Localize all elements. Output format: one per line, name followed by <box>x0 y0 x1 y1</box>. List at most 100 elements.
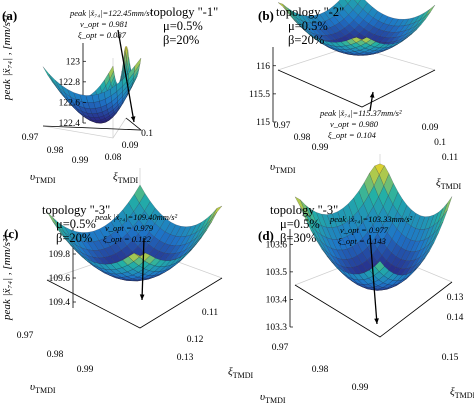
y-axis-label: ξTMDI <box>450 386 474 400</box>
x-tick-label: 0.99 <box>72 156 89 166</box>
x-axis-label: υTMDI <box>260 391 286 405</box>
floor-axes <box>294 281 453 338</box>
x-tick-label: 0.98 <box>47 350 64 360</box>
z-tick-label: 109.4 <box>49 298 71 308</box>
x-tick-label: 0.97 <box>22 133 39 143</box>
optimum-arrow <box>117 29 135 123</box>
panel-label: (c) <box>4 226 18 241</box>
y-axis-label: ξTMDI <box>113 171 138 185</box>
z-tick-label: 109.6 <box>49 274 71 284</box>
optimum-arrow <box>141 237 145 301</box>
z-tick-label: 103.6 <box>266 240 288 250</box>
y-tick-label: 0.09 <box>422 123 439 133</box>
x-tick-label: 0.99 <box>352 383 369 393</box>
surface-cell <box>48 73 60 88</box>
panel-label: (b) <box>258 8 274 23</box>
z-tick-label: 122.6 <box>59 98 81 108</box>
y-tick-label: 0.13 <box>177 353 194 363</box>
x-axis-label: υTMDI <box>270 161 296 175</box>
z-tick-label: 116 <box>256 62 270 72</box>
z-tick-label: 122.4 <box>59 119 81 129</box>
topology-label: topology "-3" <box>42 203 110 217</box>
surface-mesh <box>46 184 223 282</box>
panel-c: 109.8 109.6 109.4 0.97 0.98 0.99 0.11 0.12 0.13 υ… <box>1 168 253 395</box>
surface-cell <box>374 260 385 272</box>
surface-cell <box>442 196 453 217</box>
surface-mesh <box>42 45 142 124</box>
mu-label: μ=0.5% <box>288 19 328 33</box>
panel-label: (d) <box>258 228 274 243</box>
floor-axes <box>42 117 143 131</box>
optimum-peak-label: peak |ẍ₇₄|=115.37mm/s² <box>319 108 402 118</box>
y-tick-label: 0.14 <box>447 313 464 323</box>
x-tick-label: 0.99 <box>312 143 329 153</box>
optimum-xi-label: ξ_opt = 0.143 <box>338 236 386 246</box>
y-tick-label: 0.08 <box>105 153 122 163</box>
y-tick-label: 0.12 <box>187 335 204 345</box>
surface-cell <box>134 57 142 73</box>
optimum-arrow-head <box>130 116 136 122</box>
optimum-xi-label: ξ_opt = 0.104 <box>328 130 377 140</box>
mu-label: μ=0.5% <box>56 217 96 231</box>
beta-label: β=20% <box>56 231 92 245</box>
z-tick-label: 122.8 <box>59 78 81 88</box>
z-tick-label: 103.5 <box>266 268 288 278</box>
mu-label: μ=0.5% <box>163 19 203 33</box>
x-axis-label: υTMDI <box>30 381 56 395</box>
floor-axes <box>46 277 223 329</box>
y-tick-label: 0.1 <box>141 129 153 139</box>
optimum-v-label: ν_opt = 0.981 <box>80 19 128 29</box>
z-tick-label: 103.3 <box>266 323 288 333</box>
y-axis-label: ξTMDI <box>228 366 253 380</box>
x-tick-label: 0.97 <box>272 343 289 353</box>
panel-b: 116 115.5 115 0.970.980.99 0.09 0.1 0.11 υTMDI ξ… <box>249 0 461 191</box>
x-tick-label: 0.97 <box>17 331 34 341</box>
beta-label: β=20% <box>288 33 324 47</box>
optimum-peak-label: peak |ẍ₇₄|=109.40mm/s² <box>94 212 178 222</box>
panel-a: 123 122.8 122.6 122.4 0.97 0.98 0.99 0.080.090.… <box>1 5 218 185</box>
optimum-v-label: ν_opt = 0.979 <box>105 223 154 233</box>
y-tick-label: 0.15 <box>442 353 459 363</box>
x-axis-label: υTMDI <box>30 171 56 185</box>
optimum-v-label: ν_opt = 0.980 <box>330 119 379 129</box>
optimum-xi-label: ξ_opt = 0.087 <box>78 30 127 40</box>
z-axis-label: peak |ẍ₇₄| , [mm/s²] <box>1 235 13 321</box>
surface-cell <box>425 4 436 17</box>
beta-label: β=20% <box>163 33 199 47</box>
z-tick-label: 115.5 <box>249 90 270 100</box>
optimum-arrow <box>369 234 378 325</box>
y-tick-label: 0.13 <box>447 293 464 303</box>
surface-cell <box>42 66 54 82</box>
optimum-arrow-head <box>369 92 375 98</box>
surface-cell <box>134 252 146 258</box>
beta-label: β=30% <box>280 231 316 245</box>
y-tick-label: 0.11 <box>202 308 219 318</box>
mu-label: μ=0.5% <box>280 217 320 231</box>
optimum-peak-label: peak |ẍ₇₄|=103.33mm/s² <box>329 214 413 224</box>
optimum-arrow-head <box>374 318 379 324</box>
y-tick-label: 0.1 <box>434 138 446 148</box>
z-tick-label: 109.8 <box>49 250 71 260</box>
panel-label: (a) <box>2 8 17 23</box>
topology-label: topology "-1" <box>150 5 218 19</box>
topology-label: topology "-2" <box>276 5 344 19</box>
optimum-peak-label: peak |ẍ₇₄|=122.45mm/s² <box>69 8 153 18</box>
optimum-xi-label: ξ_opt = 0.122 <box>103 234 152 244</box>
y-tick-label: 0.09 <box>122 141 139 151</box>
optimum-arrow-head <box>139 294 145 300</box>
surface-mesh <box>294 163 453 291</box>
z-axis-label: peak |ẍ₇₄| , [mm/s²] <box>1 15 13 101</box>
z-tick-label: 123 <box>66 57 81 67</box>
surface-cell <box>356 37 367 41</box>
topology-label: topology "-3" <box>270 203 338 217</box>
panel-d: 103.6 103.5 103.4 103.3 0.97 0.98 0.99 0.13 0.14… <box>258 154 474 405</box>
y-tick-label: 0.11 <box>442 153 459 163</box>
x-tick-label: 0.99 <box>77 365 94 375</box>
floor-axes <box>277 69 436 108</box>
x-tick-label: 0.98 <box>312 365 329 375</box>
optimum-v-label: ν_opt = 0.977 <box>340 225 389 235</box>
x-tick-label: 0.97 <box>274 121 291 131</box>
z-tick-label: 115 <box>256 118 270 128</box>
x-tick-label: 0.98 <box>294 133 311 143</box>
